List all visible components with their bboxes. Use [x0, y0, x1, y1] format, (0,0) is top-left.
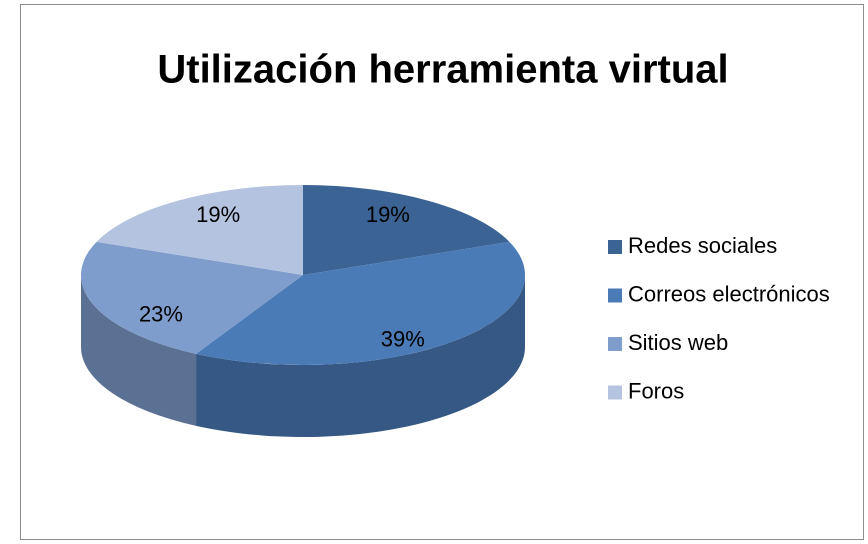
slice-top	[196, 241, 525, 365]
legend-label: Correos electrónicos	[628, 281, 830, 306]
data-label: 39%	[381, 327, 425, 352]
legend-swatch	[608, 288, 622, 303]
chart-title: Utilización herramienta virtual	[157, 48, 728, 92]
slice	[96, 185, 303, 275]
data-label: 23%	[139, 302, 183, 327]
data-label: 19%	[196, 202, 240, 227]
slice	[196, 241, 525, 437]
legend-swatch	[608, 337, 622, 351]
slice-top	[81, 241, 304, 354]
slice-top	[303, 185, 510, 275]
data-label: 19%	[366, 202, 410, 227]
legend-label: Foros	[628, 378, 684, 403]
slice	[303, 185, 510, 275]
slice-side	[81, 275, 197, 426]
legend-label: Redes sociales	[628, 233, 777, 258]
legend-swatch	[608, 385, 622, 400]
slice-side	[196, 275, 525, 437]
legend-swatch	[608, 240, 622, 254]
slice-top	[96, 185, 303, 275]
legend-label: Sitios web	[628, 330, 728, 355]
slice	[81, 241, 304, 426]
